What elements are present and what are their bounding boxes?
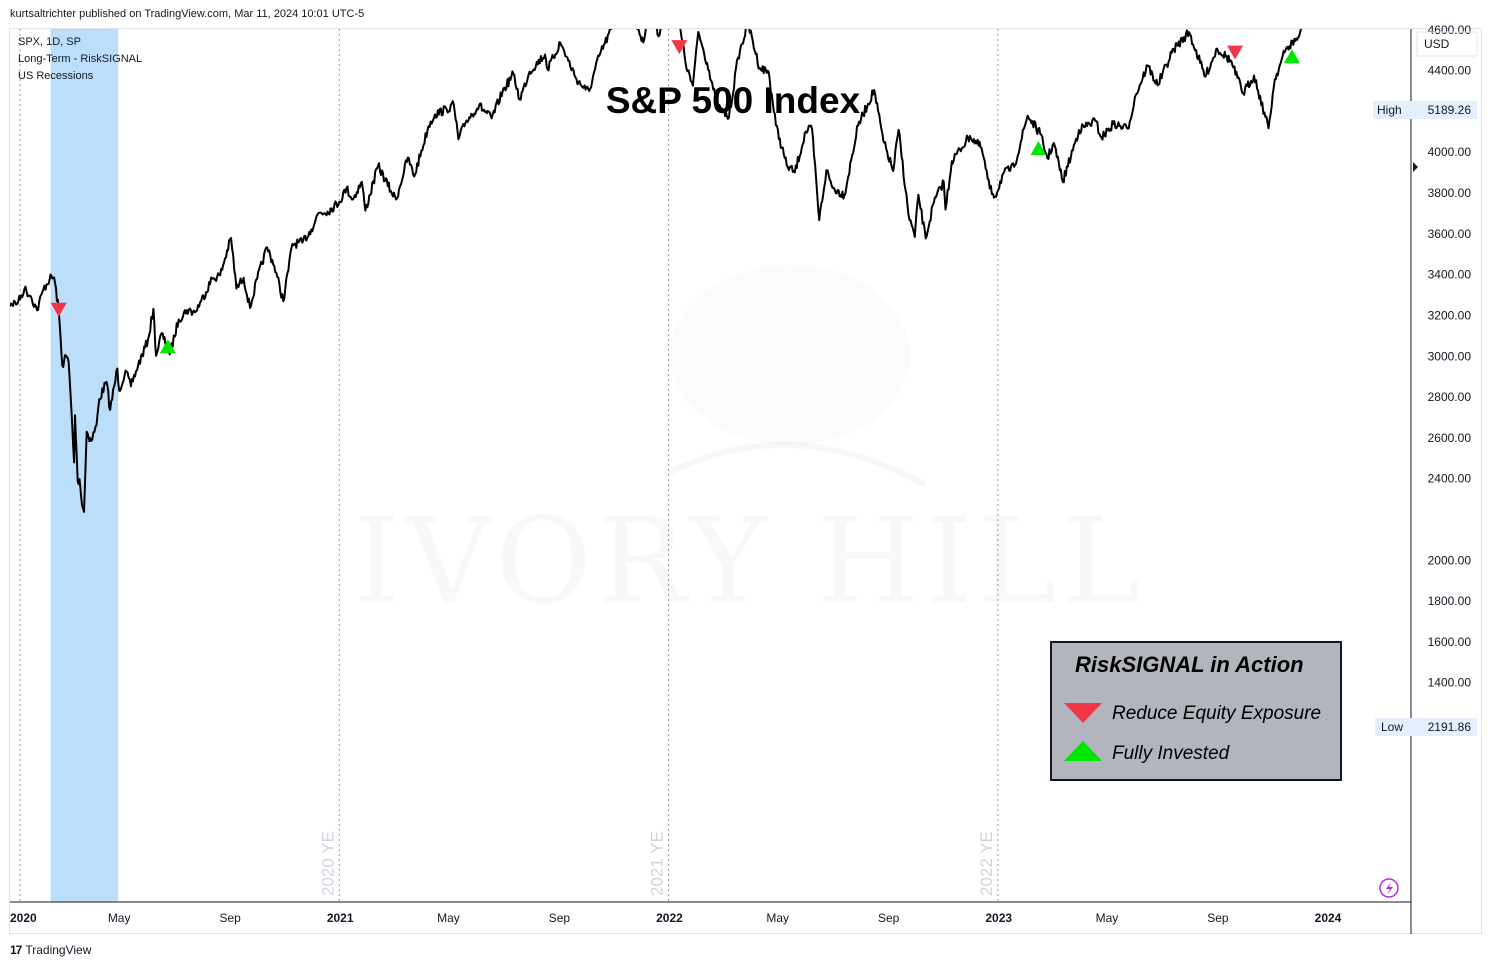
price-axis: 1400.00 1600.00 1800.00 2000.00 2400.00 2600.… bbox=[1373, 23, 1478, 934]
y-tick-label: 2600.00 bbox=[1428, 431, 1472, 445]
high-label: High bbox=[1377, 103, 1402, 117]
y-tick-label: 4400.00 bbox=[1428, 64, 1472, 78]
legend-item-label: Reduce Equity Exposure bbox=[1112, 703, 1321, 724]
high-label-bg bbox=[1373, 101, 1477, 119]
x-tick-label: Sep bbox=[878, 911, 900, 925]
x-tick-label: May bbox=[1096, 911, 1119, 925]
y-tick-label: 4000.00 bbox=[1428, 145, 1472, 159]
chart-text: S&P 500 Index SPX, 1D, SP Long-Term - Risk… bbox=[18, 36, 861, 121]
x-tick-label: 2022 bbox=[656, 911, 683, 925]
lightning-bolt-icon bbox=[1386, 882, 1393, 895]
recession-band bbox=[50, 29, 119, 902]
indicator-legend-line: SPX, 1D, SP bbox=[18, 36, 81, 48]
low-value: 2191.86 bbox=[1428, 720, 1472, 734]
x-tick-label: Sep bbox=[219, 911, 241, 925]
recession-shading bbox=[50, 29, 119, 902]
footer[interactable]: 17 TradingView bbox=[10, 943, 91, 957]
risksignal-legend: RiskSIGNAL in Action Reduce Equity Exposu… bbox=[1050, 641, 1342, 781]
x-tick-label: May bbox=[766, 911, 789, 925]
invest-legend-icon bbox=[1064, 741, 1102, 761]
high-value: 5189.26 bbox=[1428, 103, 1472, 117]
currency-button bbox=[1416, 31, 1478, 57]
y-tick-label: 3400.00 bbox=[1428, 268, 1472, 282]
year-end-label: 2022 YE bbox=[977, 831, 996, 896]
watermark-arc bbox=[665, 445, 925, 485]
low-label-bg bbox=[1375, 718, 1477, 736]
lightning-icon bbox=[1379, 878, 1399, 898]
y-tick-label: 4600.00 bbox=[1428, 23, 1472, 37]
y-tick-label: 3200.00 bbox=[1428, 308, 1472, 322]
year-end-markers: 2020 YE 2021 YE 2022 YE bbox=[19, 29, 999, 902]
legend-box bbox=[1050, 641, 1342, 781]
low-label: Low bbox=[1381, 720, 1403, 734]
x-tick-label: Sep bbox=[1207, 911, 1229, 925]
currency-label: USD bbox=[1424, 37, 1450, 51]
y-tick-label: 1600.00 bbox=[1428, 635, 1472, 649]
chart-title: S&P 500 Index bbox=[606, 80, 861, 121]
y-tick-label: 1400.00 bbox=[1428, 676, 1472, 690]
y-tick-label: 2000.00 bbox=[1428, 553, 1472, 567]
y-tick-label: 2800.00 bbox=[1428, 390, 1472, 404]
chart-frame[interactable] bbox=[9, 28, 1482, 934]
scroll-marker-icon bbox=[1413, 162, 1418, 172]
year-end-label: 2020 YE bbox=[318, 831, 337, 896]
indicator-legend-line: US Recessions bbox=[18, 70, 94, 82]
year-end-label: 2021 YE bbox=[648, 831, 667, 896]
reduce-signal-marker bbox=[671, 40, 688, 55]
reduce-signal-marker bbox=[1227, 45, 1244, 60]
y-tick-label: 3000.00 bbox=[1428, 349, 1472, 363]
invest-signal-marker bbox=[1030, 141, 1047, 156]
watermark-text: IVORY HILL bbox=[353, 492, 1146, 630]
invest-signal-marker bbox=[1283, 49, 1300, 64]
published-line: kurtsaltrichter published on TradingView… bbox=[10, 8, 365, 20]
y-tick-label: 2400.00 bbox=[1428, 472, 1472, 486]
reduce-signal-marker bbox=[50, 302, 67, 317]
x-tick-label: 2021 bbox=[327, 911, 354, 925]
y-tick-label: 3600.00 bbox=[1428, 227, 1472, 241]
tradingview-logo-icon: 17 bbox=[10, 943, 22, 957]
footer-brand: TradingView bbox=[25, 943, 92, 957]
x-tick-label: 2023 bbox=[985, 911, 1012, 925]
indicator-legend-line: Long-Term - RiskSIGNAL bbox=[18, 53, 142, 65]
reduce-legend-icon bbox=[1064, 703, 1102, 723]
invest-signal-marker bbox=[159, 339, 176, 354]
x-tick-label: May bbox=[108, 911, 131, 925]
spx-price-line bbox=[10, 29, 1303, 513]
time-axis: 2020 May Sep 2021 May Sep 2022 May Sep 2023 May Sep… bbox=[10, 901, 1411, 925]
signal-markers bbox=[50, 40, 1300, 354]
watermark-emblem bbox=[670, 265, 910, 445]
x-tick-label: May bbox=[437, 911, 460, 925]
price-series bbox=[10, 29, 1303, 513]
y-tick-label: 3800.00 bbox=[1428, 186, 1472, 200]
legend-item-label: Fully Invested bbox=[1112, 743, 1231, 764]
y-tick-label: 1800.00 bbox=[1428, 594, 1472, 608]
x-tick-label: Sep bbox=[549, 911, 571, 925]
x-tick-label: 2020 bbox=[10, 911, 37, 925]
watermark: IVORY HILL bbox=[353, 265, 1146, 630]
x-tick-label: 2024 bbox=[1315, 911, 1342, 925]
legend-title: RiskSIGNAL in Action bbox=[1075, 652, 1304, 677]
